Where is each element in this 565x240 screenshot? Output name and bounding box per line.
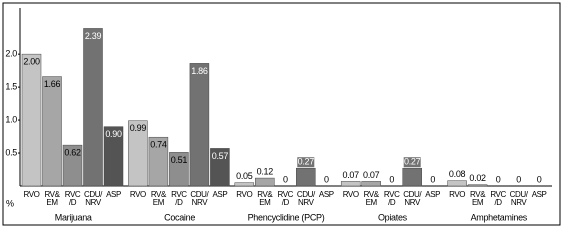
- value-label: 2.39: [85, 31, 102, 41]
- y-tick-label: 1.5: [5, 81, 17, 91]
- value-label: 0.27: [404, 157, 421, 167]
- bar: [189, 63, 210, 187]
- bar: [128, 120, 148, 187]
- x-tick-label: ASP: [318, 190, 334, 199]
- x-tick-label: RV& EM: [44, 190, 60, 207]
- x-tick-label: CDU/ NRV: [84, 190, 102, 207]
- x-tick-label: ASP: [106, 190, 121, 199]
- value-label: 1.86: [191, 66, 208, 76]
- group-label: Amphetamines: [471, 212, 528, 222]
- x-tick-label: CDU/ NRV: [190, 190, 209, 207]
- value-label: 0.05: [236, 171, 253, 181]
- bar: [467, 184, 488, 187]
- value-label: 0.07: [363, 170, 380, 180]
- value-label: 0.57: [212, 151, 229, 161]
- value-label: 0: [430, 174, 435, 184]
- bar: [234, 182, 255, 187]
- x-tick-label: RVO: [236, 190, 253, 199]
- value-label: 2.00: [23, 57, 40, 67]
- value-label: 0.02: [469, 173, 486, 183]
- x-tick-label: ASP: [425, 190, 441, 199]
- bar: [62, 144, 83, 187]
- x-tick-label: RV& EM: [363, 190, 380, 207]
- value-label: 1.66: [44, 79, 61, 89]
- label-bg: [403, 157, 421, 168]
- value-label: 0.12: [257, 166, 274, 176]
- x-tick-label: RVC /D: [383, 190, 400, 207]
- bar: [296, 167, 316, 187]
- bar: [255, 177, 275, 187]
- chart-svg: % 0.5 1.0 1.5 2.0 2.00 1.66 0.62 2.39 0.90 Mariju…: [2, 2, 561, 226]
- bar: [361, 181, 381, 187]
- value-label: 0.62: [64, 148, 81, 158]
- x-tick-label: RVO: [23, 190, 40, 199]
- bar: [210, 148, 230, 187]
- value-label: 0.99: [130, 123, 147, 133]
- chart: % 0.5 1.0 1.5 2.0 2.00 1.66 0.62 2.39 0.90 Mariju…: [2, 2, 561, 226]
- value-label: 0.51: [171, 155, 188, 165]
- x-tick-label: RVC /D: [64, 190, 81, 207]
- group-label: Phencyclidine (PCP): [248, 212, 325, 222]
- x-tick-label: CDU/ NRV: [403, 190, 422, 207]
- value-label: 0: [496, 174, 501, 184]
- x-tick-label: RV& EM: [150, 190, 167, 207]
- x-tick-label: RVO: [129, 190, 146, 199]
- y-label: %: [6, 198, 14, 208]
- value-label: 0: [516, 174, 521, 184]
- bar: [148, 136, 169, 187]
- group-label: Opiates: [378, 212, 408, 222]
- value-label: 0.27: [298, 157, 315, 167]
- value-label: 0: [389, 174, 394, 184]
- x-tick-label: ASP: [531, 190, 547, 199]
- bar: [447, 180, 467, 187]
- group-label: Cocaine: [164, 212, 195, 222]
- bar: [21, 53, 42, 187]
- value-label: 0: [324, 174, 329, 184]
- y-tick-label: 2.0: [5, 49, 17, 59]
- group-label: Marijuana: [55, 212, 92, 222]
- y-tick-label: 1.0: [5, 114, 17, 124]
- x-tick-label: RVC /D: [171, 190, 187, 207]
- bar: [169, 152, 189, 187]
- x-tick-label: RVC /D: [277, 190, 294, 207]
- value-label: 0.07: [343, 170, 360, 180]
- x-tick-label: CDU/ NRV: [296, 190, 315, 207]
- value-label: 0.08: [449, 169, 466, 179]
- label-bg: [297, 157, 315, 168]
- x-tick-label: RV& EM: [470, 190, 486, 207]
- value-label: 0: [283, 174, 288, 184]
- value-label: 0: [537, 174, 542, 184]
- bar: [83, 28, 103, 187]
- x-tick-label: CDU/ NRV: [509, 190, 528, 207]
- x-tick-label: RV& EM: [257, 190, 273, 207]
- value-label: 0.90: [105, 129, 122, 139]
- bar: [103, 126, 124, 187]
- x-tick-label: RVO: [342, 190, 359, 199]
- bar: [340, 181, 361, 187]
- bar: [402, 167, 422, 187]
- bar: [42, 76, 62, 187]
- value-label: 0.74: [150, 140, 167, 150]
- x-tick-label: RVC /D: [490, 190, 506, 207]
- frame: [2, 2, 561, 226]
- y-tick-label: 0.5: [5, 147, 17, 157]
- x-tick-label: RVO: [449, 190, 466, 199]
- x-tick-label: ASP: [212, 190, 228, 199]
